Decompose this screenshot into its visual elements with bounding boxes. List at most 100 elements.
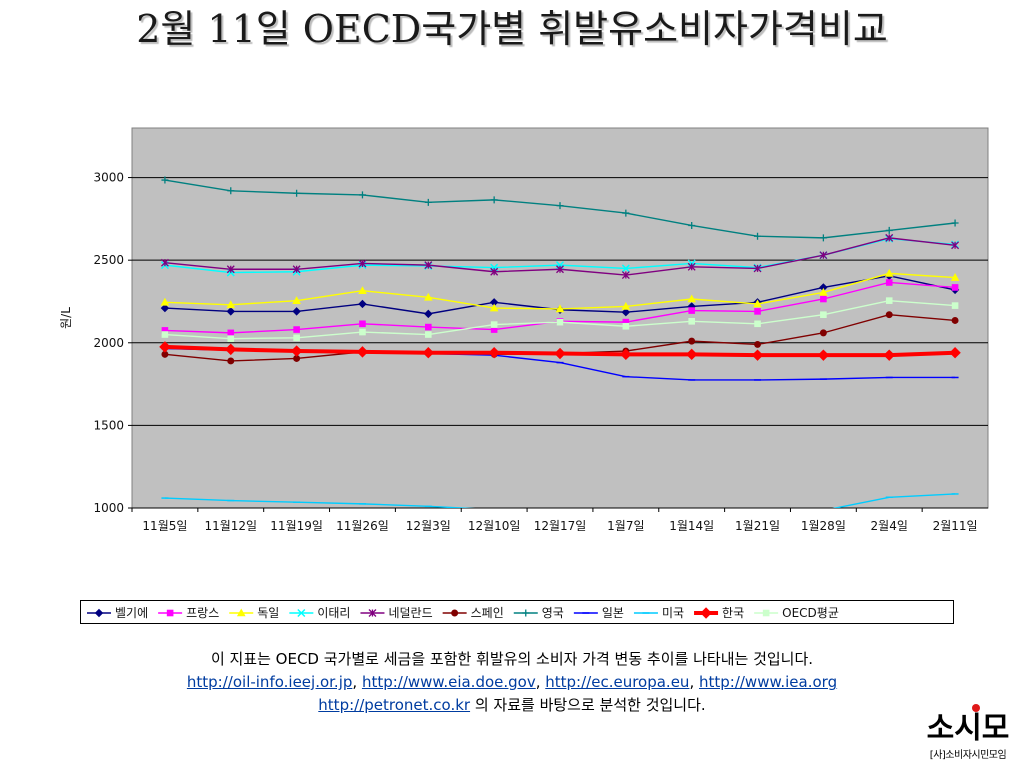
data-point: [820, 311, 827, 318]
legend-label: 프랑스: [186, 606, 219, 620]
legend-item: 벨기에: [87, 606, 148, 620]
data-point: [951, 219, 959, 227]
data-point: [226, 300, 236, 309]
data-point: [949, 346, 961, 359]
legend-label: OECD평균: [782, 606, 839, 620]
x-tick-label: 2월11일: [933, 519, 978, 533]
legend-label: 독일: [257, 606, 279, 620]
gasoline-price-line-chart: 1000 1500 2000 2500 3000 11월5일 11월12일 11월19일 11월…: [59, 127, 989, 533]
logo-subtitle: [사]소비자시민모임: [929, 750, 1007, 761]
data-point: [292, 296, 301, 304]
data-point: [160, 297, 170, 306]
legend-label: 미국: [662, 606, 684, 620]
data-point: [556, 318, 564, 326]
source-link-eia[interactable]: http://www.eia.doe.gov: [361, 673, 536, 691]
data-point: [293, 334, 300, 342]
source-link-iea[interactable]: http://www.iea.org: [698, 673, 838, 691]
data-point: [883, 349, 895, 361]
data-point: [160, 303, 170, 313]
legend-item: OECD평균: [754, 606, 839, 620]
x-tick-label: 11월5일: [142, 519, 187, 533]
data-point: [819, 234, 827, 242]
legend-item: 영국: [513, 606, 564, 620]
data-point: [227, 187, 235, 195]
data-point: [359, 328, 366, 336]
data-point: [885, 311, 893, 319]
data-point: [358, 259, 367, 268]
data-point: [227, 335, 235, 342]
data-point: [227, 329, 235, 337]
legend-marker: [762, 609, 770, 617]
x-tick-label: 1월21일: [735, 519, 780, 533]
data-point: [688, 337, 696, 345]
source-link-ieej[interactable]: http://oil-info.ieej.or.jp: [186, 673, 353, 691]
slide-title: 2월 11일 OECD국가별 휘발유소비자가격비교: [136, 7, 888, 51]
y-tick-label: 3000: [93, 171, 124, 185]
data-point: [425, 323, 432, 331]
x-tick-label: 1월28일: [801, 519, 846, 533]
data-point: [225, 343, 237, 356]
legend-label: 스페인: [471, 606, 504, 620]
data-point: [293, 189, 301, 197]
data-point: [490, 196, 498, 204]
data-point: [424, 309, 433, 319]
description-line-2: http://oil-info.ieej.or.jp, http://www.e…: [186, 673, 838, 691]
legend-marker: [522, 609, 530, 617]
data-point: [621, 308, 631, 317]
data-point: [358, 191, 366, 199]
y-tick-label: 2500: [93, 253, 124, 267]
data-point: [425, 331, 432, 338]
data-point: [819, 329, 827, 337]
series-2: [160, 268, 960, 313]
data-point: [620, 348, 632, 361]
consumer-citizens-logo: 소시모 [사]소비자시민모임: [916, 700, 1020, 764]
data-point: [356, 346, 369, 358]
data-point: [621, 271, 630, 280]
data-point: [753, 264, 762, 273]
legend-marker: [451, 609, 459, 617]
data-point: [687, 262, 696, 271]
series-9: [159, 341, 961, 361]
data-point: [359, 320, 366, 328]
legend-item: 프랑스: [158, 606, 219, 620]
legend-marker: [297, 608, 306, 618]
y-tick-label: 1000: [93, 501, 124, 515]
data-point: [884, 268, 894, 277]
legend-marker: [236, 608, 246, 617]
data-point: [160, 258, 169, 267]
x-tick-label: 11월19일: [270, 519, 323, 533]
data-point: [754, 308, 761, 315]
data-point: [422, 346, 435, 359]
series-4: [160, 233, 960, 280]
data-point: [820, 295, 827, 303]
source-link-petronet[interactable]: http://petronet.co.kr: [318, 696, 471, 714]
data-point: [555, 304, 565, 313]
x-tick-label: 12월17일: [534, 519, 587, 533]
data-point: [885, 226, 893, 234]
description-line-3: http://petronet.co.kr 의 자료를 바탕으로 분석한 것입니…: [318, 696, 706, 714]
data-point: [951, 317, 959, 324]
data-point: [554, 347, 566, 360]
data-point: [951, 302, 959, 309]
data-point: [951, 284, 959, 291]
legend-label: 이태리: [317, 606, 350, 620]
source-link-ec[interactable]: http://ec.europa.eu: [545, 673, 690, 691]
legend-item: 한국: [694, 606, 744, 620]
data-point: [556, 265, 564, 274]
x-tick-label: 1월14일: [669, 519, 714, 533]
series-6: [161, 176, 959, 242]
data-point: [685, 348, 698, 361]
data-point: [688, 307, 695, 314]
data-point: [819, 287, 828, 296]
chart-legend: 벨기에 프랑스 독일 이태리 네덜란드 스페인 영국 일본 미국 한국 OECD평균: [80, 600, 954, 624]
data-point: [226, 265, 235, 274]
data-point: [754, 340, 762, 348]
legend-item: 미국: [633, 606, 684, 620]
legend-item: 일본: [573, 606, 624, 620]
data-point: [488, 346, 500, 359]
data-point: [292, 265, 301, 274]
legend-entries: 벨기에 프랑스 독일 이태리 네덜란드 스페인 영국 일본 미국 한국 OECD평균: [87, 606, 839, 620]
data-point: [751, 349, 764, 361]
series-8: [161, 493, 959, 508]
data-point: [161, 176, 169, 184]
